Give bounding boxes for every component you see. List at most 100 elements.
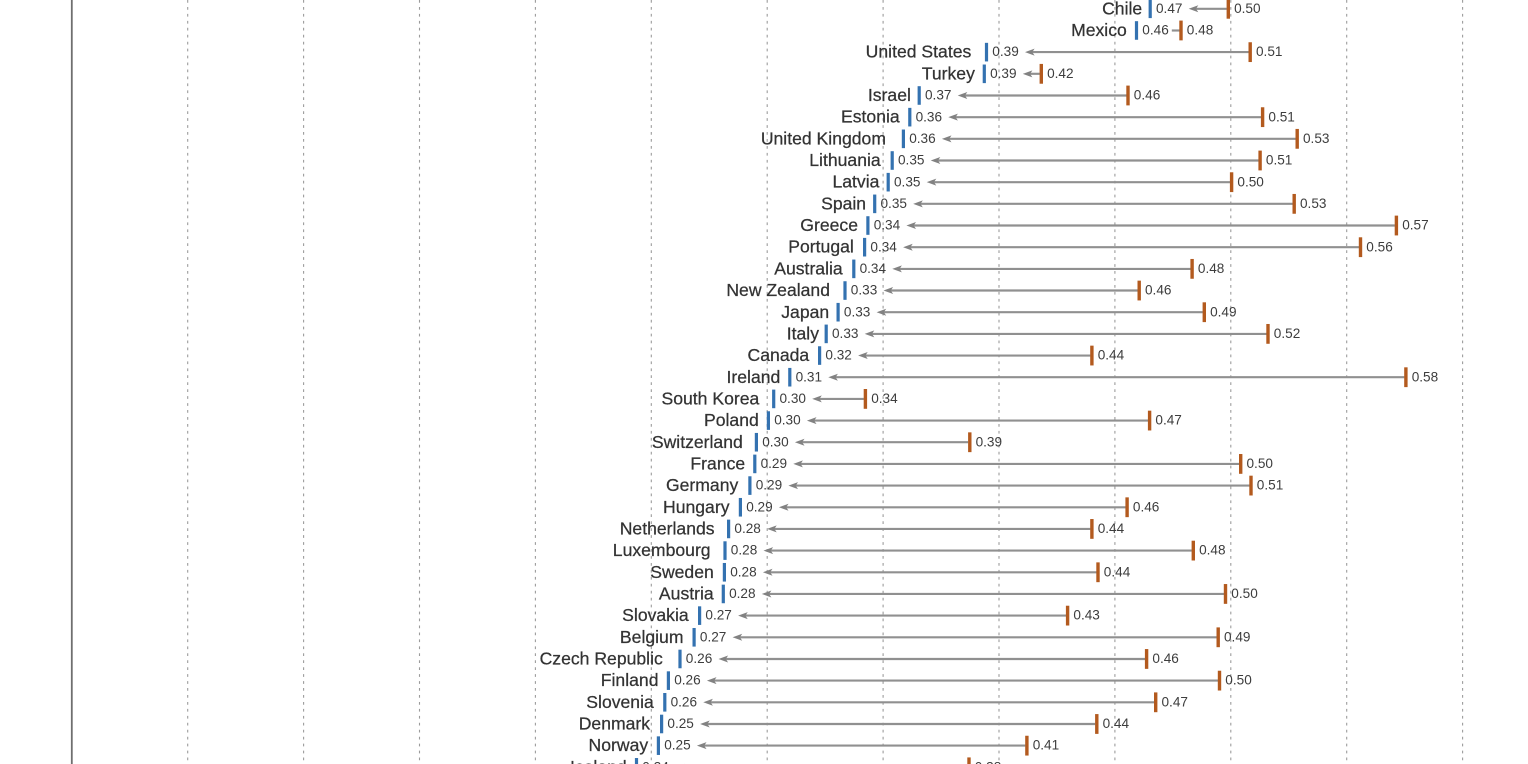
svg-text:0.37: 0.37: [925, 88, 951, 103]
svg-text:0.38: 0.38: [975, 759, 1001, 764]
svg-text:Czech Republic: Czech Republic: [540, 649, 663, 669]
svg-text:0.46: 0.46: [1142, 23, 1168, 38]
svg-text:0.25: 0.25: [667, 716, 693, 731]
svg-text:0.46: 0.46: [1145, 283, 1171, 298]
svg-text:Netherlands: Netherlands: [620, 519, 715, 539]
svg-text:0.28: 0.28: [731, 543, 757, 558]
svg-text:0.30: 0.30: [774, 413, 801, 428]
svg-text:0.29: 0.29: [746, 499, 772, 514]
svg-text:Ireland: Ireland: [727, 367, 781, 387]
svg-text:0.34: 0.34: [860, 261, 887, 276]
svg-text:0.49: 0.49: [1210, 304, 1236, 319]
svg-text:Latvia: Latvia: [832, 172, 879, 192]
svg-text:0.51: 0.51: [1256, 44, 1282, 59]
svg-text:0.47: 0.47: [1155, 413, 1181, 428]
svg-text:0.28: 0.28: [730, 564, 756, 579]
svg-text:0.30: 0.30: [780, 391, 807, 406]
svg-text:0.50: 0.50: [1234, 1, 1261, 16]
svg-text:France: France: [690, 454, 745, 474]
svg-text:Portugal: Portugal: [788, 237, 854, 257]
svg-text:0.32: 0.32: [825, 348, 851, 363]
svg-text:0.39: 0.39: [990, 66, 1016, 81]
svg-text:0.34: 0.34: [871, 391, 898, 406]
svg-text:0.35: 0.35: [881, 196, 907, 211]
svg-text:0.56: 0.56: [1366, 239, 1392, 254]
svg-text:Japan: Japan: [781, 302, 829, 322]
svg-text:Mexico: Mexico: [1071, 20, 1127, 40]
svg-text:0.35: 0.35: [894, 174, 920, 189]
svg-text:United Kingdom: United Kingdom: [761, 128, 886, 148]
svg-text:Iceland: Iceland: [570, 757, 627, 764]
svg-text:Finland: Finland: [601, 670, 659, 690]
svg-text:0.27: 0.27: [705, 608, 731, 623]
svg-text:United States: United States: [866, 42, 972, 62]
svg-text:0.31: 0.31: [796, 369, 822, 384]
svg-text:0.46: 0.46: [1133, 499, 1159, 514]
svg-text:0.48: 0.48: [1187, 23, 1213, 38]
svg-text:Italy: Italy: [787, 323, 819, 343]
svg-text:0.24: 0.24: [642, 759, 669, 764]
svg-text:0.26: 0.26: [671, 694, 697, 709]
svg-text:0.43: 0.43: [1073, 608, 1099, 623]
svg-text:0.33: 0.33: [851, 283, 877, 298]
svg-text:Denmark: Denmark: [579, 714, 651, 734]
svg-text:0.48: 0.48: [1199, 543, 1225, 558]
svg-text:New Zealand: New Zealand: [726, 280, 830, 300]
svg-text:Greece: Greece: [800, 215, 858, 235]
svg-text:Slovakia: Slovakia: [622, 605, 689, 625]
svg-text:0.30: 0.30: [762, 434, 789, 449]
svg-text:0.35: 0.35: [898, 153, 924, 168]
svg-text:Sweden: Sweden: [650, 562, 714, 582]
svg-text:0.47: 0.47: [1156, 1, 1182, 16]
svg-text:0.28: 0.28: [734, 521, 760, 536]
svg-text:Germany: Germany: [666, 475, 739, 495]
svg-text:South Korea: South Korea: [661, 388, 759, 408]
svg-text:Israel: Israel: [868, 85, 911, 105]
svg-text:Spain: Spain: [821, 193, 866, 213]
svg-text:0.36: 0.36: [909, 131, 935, 146]
svg-text:Luxembourg: Luxembourg: [613, 540, 711, 560]
svg-text:0.29: 0.29: [761, 456, 787, 471]
svg-text:0.28: 0.28: [729, 586, 755, 601]
svg-text:0.50: 0.50: [1247, 456, 1274, 471]
svg-text:Turkey: Turkey: [922, 63, 975, 83]
svg-text:Poland: Poland: [704, 410, 759, 430]
svg-text:0.50: 0.50: [1237, 174, 1264, 189]
svg-text:0.48: 0.48: [1198, 261, 1224, 276]
svg-text:Estonia: Estonia: [841, 107, 900, 127]
svg-text:0.44: 0.44: [1103, 716, 1130, 731]
svg-text:0.46: 0.46: [1152, 651, 1178, 666]
svg-text:Belgium: Belgium: [620, 627, 684, 647]
svg-text:0.42: 0.42: [1047, 66, 1073, 81]
svg-text:0.47: 0.47: [1162, 694, 1188, 709]
svg-text:Canada: Canada: [748, 345, 810, 365]
svg-text:Norway: Norway: [589, 735, 649, 755]
svg-text:Chile: Chile: [1102, 0, 1142, 18]
svg-text:0.46: 0.46: [1134, 88, 1160, 103]
svg-text:0.26: 0.26: [674, 673, 700, 688]
svg-text:0.44: 0.44: [1098, 348, 1125, 363]
svg-text:0.50: 0.50: [1231, 586, 1258, 601]
svg-text:0.53: 0.53: [1300, 196, 1326, 211]
svg-text:0.39: 0.39: [992, 44, 1018, 59]
svg-text:Austria: Austria: [659, 584, 714, 604]
svg-text:Switzerland: Switzerland: [652, 432, 743, 452]
svg-text:0.29: 0.29: [756, 478, 782, 493]
svg-text:0.51: 0.51: [1257, 478, 1283, 493]
svg-text:0.39: 0.39: [976, 434, 1002, 449]
svg-text:Slovenia: Slovenia: [586, 692, 654, 712]
svg-text:0.25: 0.25: [664, 738, 690, 753]
svg-text:0.36: 0.36: [916, 109, 942, 124]
svg-text:Lithuania: Lithuania: [809, 150, 881, 170]
svg-text:0.49: 0.49: [1224, 629, 1250, 644]
svg-text:0.44: 0.44: [1098, 521, 1125, 536]
svg-text:0.34: 0.34: [870, 239, 897, 254]
svg-text:0.27: 0.27: [700, 629, 726, 644]
svg-text:0.34: 0.34: [874, 218, 901, 233]
svg-text:0.51: 0.51: [1266, 153, 1292, 168]
svg-text:0.33: 0.33: [844, 304, 870, 319]
svg-text:Hungary: Hungary: [663, 497, 730, 517]
svg-text:Australia: Australia: [774, 258, 843, 278]
svg-text:0.33: 0.33: [832, 326, 858, 341]
svg-text:0.44: 0.44: [1104, 564, 1131, 579]
